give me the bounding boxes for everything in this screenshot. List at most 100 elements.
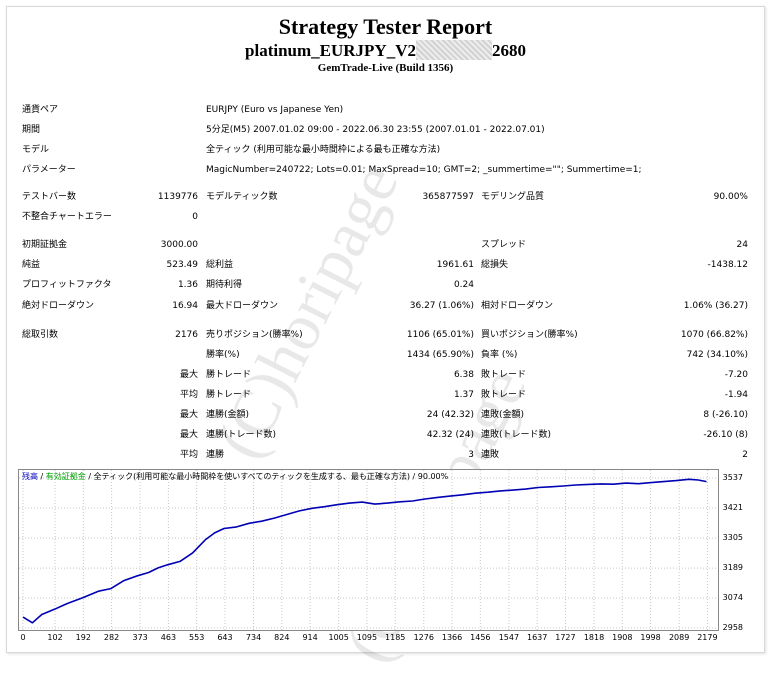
x-tick-label: 102	[47, 633, 63, 642]
x-tick-label: 1547	[498, 633, 520, 642]
params-label: パラメーター	[22, 165, 76, 175]
x-tick-label: 1998	[640, 633, 661, 642]
avg-label: 平均	[179, 450, 198, 460]
win-label: 勝率(%)	[206, 350, 240, 360]
chart-legend: 残高 / 有効証拠金 / 全ティック(利用可能な最小時間枠を使いすべてのティック…	[22, 472, 449, 481]
y-tick-label: 3074	[722, 592, 743, 602]
short-value: 1106 (65.01%)	[406, 330, 474, 340]
consec-win-trades-label: 連勝(トレード数)	[206, 430, 277, 440]
pf-label: プロフィットファクタ	[22, 280, 112, 290]
absdd-label: 絶対ドローダウン	[22, 301, 95, 311]
reldd-label: 相対ドローダウン	[481, 301, 554, 311]
spread-label: スプレッド	[481, 240, 527, 250]
grossloss-label: 総損失	[481, 260, 509, 270]
x-tick-label: 553	[189, 633, 205, 642]
avg-label: 平均	[179, 390, 198, 400]
ticks-value: 365877597	[422, 192, 474, 202]
mismatch-value: 0	[192, 212, 198, 222]
consec-win-trades-value: 42.32 (24)	[426, 430, 474, 440]
expected-value: 0.24	[453, 280, 474, 290]
x-tick-label: 734	[245, 633, 262, 642]
trades-label: 総取引数	[22, 330, 59, 340]
max-label: 最大	[179, 410, 198, 420]
maxdd-value: 36.27 (1.06%)	[409, 301, 474, 311]
pf-value: 1.36	[177, 280, 198, 290]
grossprofit-label: 総利益	[206, 260, 234, 270]
avg-consec-loss-value: 2	[742, 450, 748, 460]
avg-consec-loss-label: 連敗	[481, 450, 500, 460]
mismatch-label: 不整合チャートエラー	[22, 212, 112, 222]
x-tick-label: 1366	[441, 633, 463, 642]
absdd-value: 16.94	[172, 301, 198, 311]
params-value: MagicNumber=240722; Lots=0.01; MaxSpread…	[206, 165, 642, 175]
deposit-value: 3000.00	[160, 240, 198, 250]
short-label: 売りポジション(勝率%)	[206, 330, 303, 340]
x-tick-label: 1727	[555, 633, 576, 642]
consec-loss-trades-value: -26.10 (8)	[703, 430, 748, 440]
x-tick-label: 914	[302, 633, 318, 642]
loss-value: 742 (34.10%)	[686, 350, 748, 360]
x-tick-label: 282	[103, 633, 120, 642]
x-tick-label: 2089	[668, 633, 690, 642]
win-value: 1434 (65.90%)	[406, 350, 474, 360]
largest-loss-label: 敗トレード	[481, 370, 527, 380]
symbol-label: 通貨ペア	[22, 105, 59, 115]
netprofit-label: 純益	[22, 260, 41, 270]
x-tick-label: 1095	[356, 633, 378, 642]
max-label: 最大	[179, 370, 198, 380]
legend-equity: 有効証拠金	[45, 472, 86, 481]
y-tick-label: 3537	[722, 472, 743, 482]
x-tick-label: 1818	[583, 633, 605, 642]
grossprofit-value: 1961.61	[436, 260, 474, 270]
x-tick-label: 824	[274, 633, 290, 642]
balance-chart	[18, 469, 719, 631]
server-build: GemTrade-Live (Build 1356)	[317, 62, 454, 74]
avg-win-label: 勝トレード	[206, 390, 252, 400]
model-label: モデル	[22, 145, 50, 155]
ea-name-prefix: platinum_EURJPY_V2	[245, 41, 416, 60]
max-label: 最大	[179, 430, 198, 440]
legend-balance: 残高	[22, 472, 38, 481]
model-value: 全ティック (利用可能な最小時間枠による最も正確な方法)	[206, 145, 441, 155]
avg-consec-win-value: 3	[468, 450, 474, 460]
y-tick-label: 3305	[722, 533, 743, 543]
long-value: 1070 (66.82%)	[680, 330, 748, 340]
balance-series-line	[22, 478, 707, 624]
x-tick-label: 1456	[470, 633, 491, 642]
x-tick-label: 1908	[612, 633, 633, 642]
y-tick-label: 2958	[722, 623, 743, 632]
ea-name: platinum_EURJPY_V2 2680	[0, 40, 771, 61]
expected-label: 期待利得	[206, 280, 243, 290]
x-tick-label: 1276	[413, 633, 434, 642]
grossloss-value: -1438.12	[707, 260, 748, 270]
period-value: 5分足(M5) 2007.01.02 09:00 - 2022.06.30 23…	[206, 125, 545, 135]
x-tick-label: 643	[217, 633, 233, 642]
reldd-value: 1.06% (36.27)	[683, 301, 748, 311]
quality-label: モデリング品質	[481, 192, 545, 202]
avg-consec-win-label: 連勝	[206, 450, 225, 460]
x-tick-label: 1185	[385, 633, 406, 642]
consec-loss-trades-label: 連敗(トレード数)	[481, 430, 552, 440]
deposit-label: 初期証拠金	[22, 240, 68, 250]
x-tick-label: 1005	[328, 633, 349, 642]
maxdd-label: 最大ドローダウン	[206, 301, 279, 311]
redaction-block	[415, 40, 492, 60]
legend-description: / 全ティック(利用可能な最小時間枠を使いすべてのティックを生成する、最も正確な…	[85, 472, 449, 481]
x-tick-label: 2179	[697, 633, 718, 642]
consec-win-money-label: 連勝(金額)	[206, 410, 250, 420]
y-tick-label: 3189	[722, 563, 743, 573]
long-label: 買いポジション(勝率%)	[481, 330, 578, 340]
quality-value: 90.00%	[713, 192, 748, 202]
consec-win-money-value: 24 (42.32)	[426, 410, 474, 420]
report-title: Strategy Tester Report	[278, 14, 493, 39]
netprofit-value: 523.49	[166, 260, 199, 270]
trades-value: 2176	[175, 330, 198, 340]
symbol-value: EURJPY (Euro vs Japanese Yen)	[206, 105, 344, 115]
ticks-label: モデルティック数	[206, 192, 278, 202]
x-tick-label: 463	[160, 633, 177, 642]
consec-loss-money-label: 連敗(金額)	[481, 410, 525, 420]
avg-loss-value: -1.94	[724, 390, 748, 400]
spread-value: 24	[736, 240, 748, 250]
bars-label: テストバー数	[22, 192, 77, 202]
ea-name-suffix: 2680	[491, 41, 526, 60]
